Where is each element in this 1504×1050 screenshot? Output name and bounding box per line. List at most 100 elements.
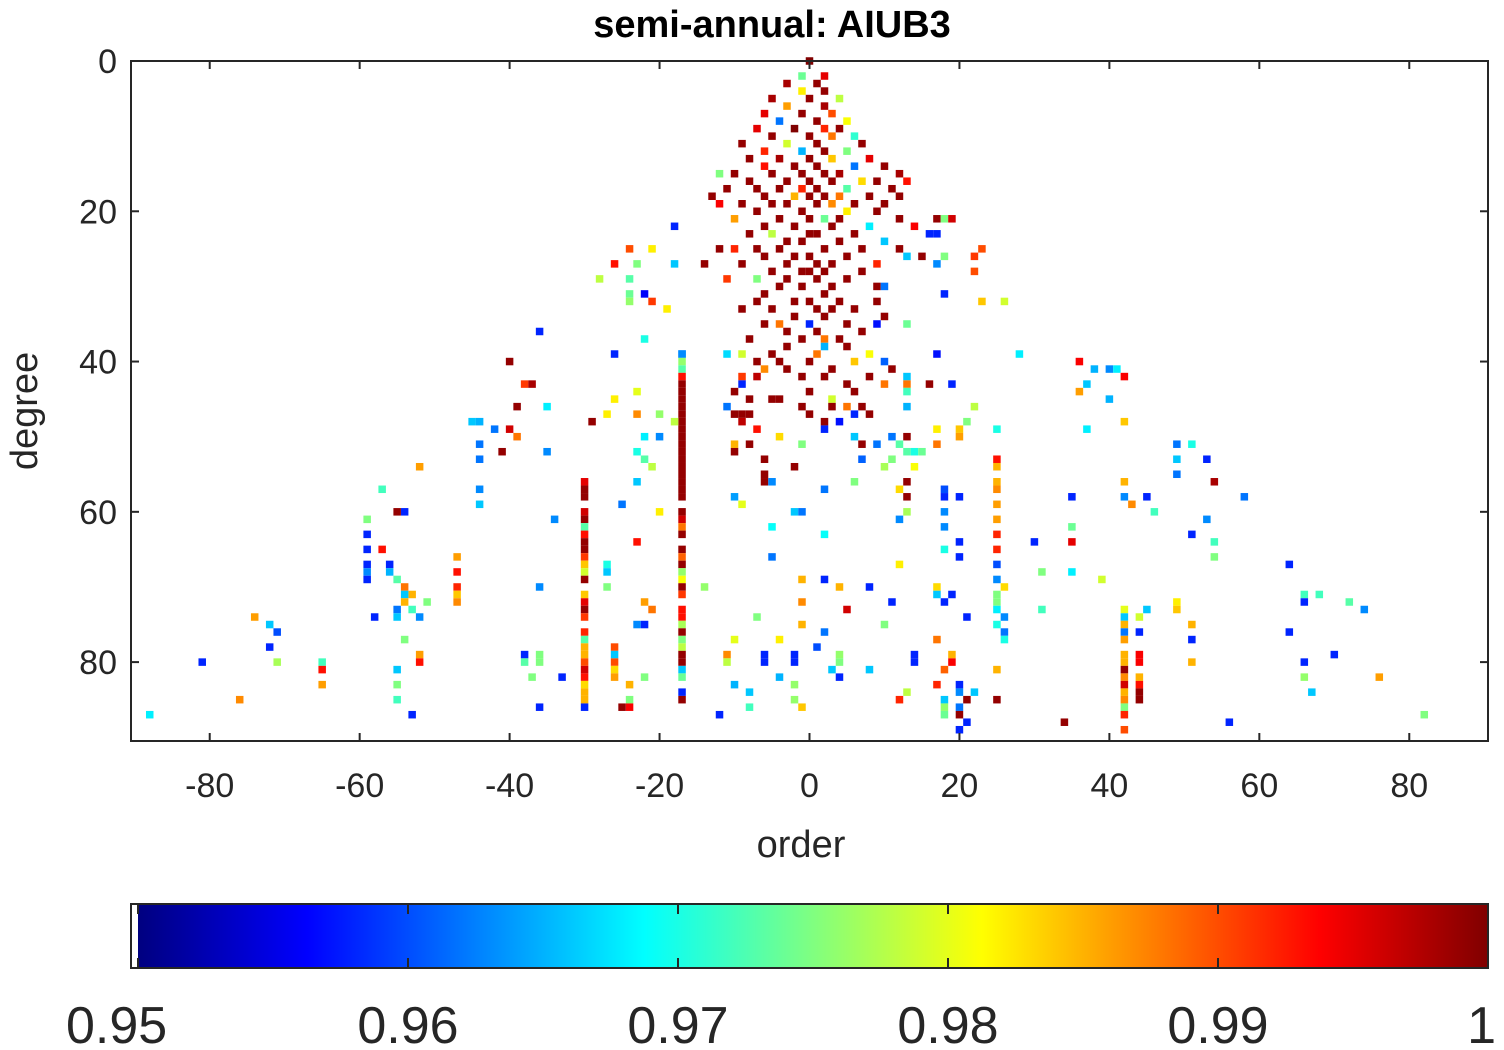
heatmap-cell xyxy=(798,237,806,246)
heatmap-cell xyxy=(745,410,754,418)
heatmap-cell xyxy=(993,620,1001,629)
heatmap-cell xyxy=(828,282,836,291)
heatmap-cell xyxy=(475,417,484,426)
heatmap-cell xyxy=(760,365,769,373)
heatmap-cell xyxy=(873,320,881,328)
heatmap-cell xyxy=(895,515,904,524)
heatmap-cell xyxy=(948,590,956,599)
heatmap-cell xyxy=(798,169,806,178)
heatmap-cell xyxy=(678,605,686,614)
heatmap-cell xyxy=(955,680,964,689)
heatmap-cell xyxy=(970,402,979,411)
heatmap-cell xyxy=(415,658,424,666)
heatmap-cell xyxy=(955,538,964,546)
x-tick-label: -40 xyxy=(485,767,534,805)
heatmap-cell xyxy=(790,650,799,659)
heatmap-cell xyxy=(738,410,746,418)
colorbar-tick-label: 0.98 xyxy=(897,997,998,1050)
heatmap-cell xyxy=(475,485,484,494)
heatmap-cell xyxy=(843,275,851,283)
heatmap-cell xyxy=(1030,538,1039,546)
heatmap-cell xyxy=(933,260,941,268)
heatmap-cell xyxy=(745,440,754,448)
heatmap-cell xyxy=(603,568,611,576)
heatmap-cell xyxy=(775,395,784,403)
heatmap-cell xyxy=(1120,605,1129,614)
heatmap-cell xyxy=(933,425,941,433)
heatmap-cell xyxy=(678,590,686,599)
heatmap-cell xyxy=(1135,628,1144,636)
heatmap-cell xyxy=(1120,613,1129,621)
heatmap-cell xyxy=(813,275,821,283)
axis-ticks: -80 -60 -40 -20 0 20 40 60 80 0 20 40 60 80 xyxy=(79,43,1488,805)
heatmap-cell xyxy=(955,425,964,433)
y-tick-label: 20 xyxy=(79,193,117,231)
heatmap-cell xyxy=(798,598,806,606)
heatmap-cell xyxy=(580,538,589,546)
heatmap-cell xyxy=(580,523,589,531)
heatmap-cell xyxy=(738,200,746,208)
heatmap-cell xyxy=(940,545,949,554)
heatmap-cell xyxy=(730,447,739,456)
heatmap-cell xyxy=(895,695,904,704)
heatmap-cell xyxy=(730,245,739,253)
heatmap-cell xyxy=(678,447,686,456)
heatmap-cell xyxy=(873,260,881,268)
heatmap-cell xyxy=(888,455,896,463)
heatmap-cell xyxy=(633,538,641,546)
heatmap-cell xyxy=(273,628,281,636)
heatmap-cell xyxy=(880,162,889,170)
heatmap-cell xyxy=(895,245,904,253)
heatmap-cell xyxy=(678,485,686,494)
heatmap-cell xyxy=(408,605,416,614)
heatmap-cell xyxy=(1173,455,1181,463)
plot-area: -80 -60 -40 -20 0 20 40 60 80 0 20 40 60 80 xyxy=(79,43,1489,805)
heatmap-cell xyxy=(820,425,829,433)
heatmap-cell xyxy=(580,628,589,636)
heatmap-cell xyxy=(1120,680,1129,689)
colorbar-frame xyxy=(130,903,1489,969)
heatmap-cell xyxy=(1120,628,1129,636)
heatmap-cell xyxy=(850,478,859,486)
heatmap-cell xyxy=(1420,710,1429,719)
heatmap-cell xyxy=(678,523,686,531)
heatmap-cell xyxy=(873,177,881,185)
heatmap-cell xyxy=(798,575,806,584)
heatmap-cell xyxy=(828,154,836,163)
heatmap-cell xyxy=(580,658,589,666)
heatmap-cell xyxy=(948,650,956,659)
heatmap-cell xyxy=(895,215,904,223)
heatmap-cell xyxy=(768,230,776,238)
heatmap-cell xyxy=(835,335,844,343)
heatmap-cell xyxy=(828,305,836,313)
heatmap-cell xyxy=(490,425,499,433)
heatmap-cell xyxy=(993,500,1001,509)
heatmap-cell xyxy=(993,560,1001,569)
heatmap-cell xyxy=(820,169,829,178)
heatmap-cell xyxy=(843,320,851,328)
heatmap-cell xyxy=(895,560,904,569)
heatmap-cell xyxy=(805,154,814,163)
heatmap-cell xyxy=(723,658,731,666)
heatmap-cell xyxy=(940,493,949,501)
heatmap-cell xyxy=(835,237,844,246)
heatmap-cell xyxy=(640,455,649,463)
heatmap-cell xyxy=(1075,387,1084,396)
heatmap-cell xyxy=(798,282,806,291)
heatmap-cell xyxy=(633,260,641,268)
heatmap-cell xyxy=(820,87,829,95)
heatmap-cell xyxy=(858,440,866,448)
heatmap-cell xyxy=(798,184,806,193)
heatmap-cell xyxy=(580,695,589,704)
heatmap-cell xyxy=(633,410,641,418)
heatmap-cell xyxy=(753,275,761,283)
heatmap-cell xyxy=(820,290,829,298)
heatmap-cell xyxy=(265,643,274,651)
heatmap-cell xyxy=(678,650,686,659)
heatmap-cell xyxy=(768,553,776,561)
heatmap-cell xyxy=(805,410,814,418)
heatmap-cell xyxy=(760,320,769,328)
heatmap-cell xyxy=(993,695,1001,704)
colorbar-tick-label: 0.95 xyxy=(66,997,167,1050)
heatmap-cell xyxy=(678,425,686,433)
